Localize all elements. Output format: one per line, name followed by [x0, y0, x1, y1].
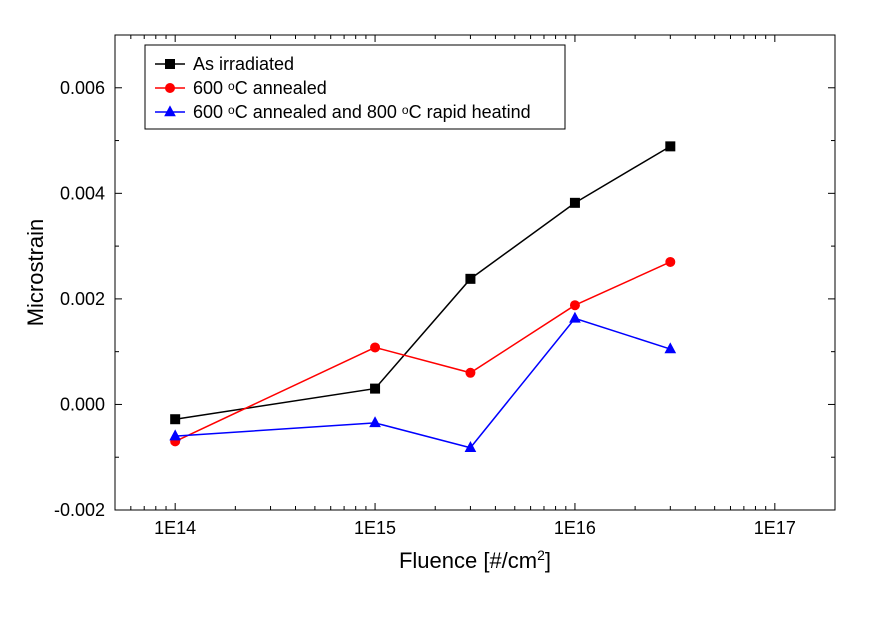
legend-label-annealed_rapid: 600 oC annealed and 800 oC rapid heatind [193, 102, 531, 122]
x-tick-label: 1E15 [354, 518, 396, 538]
legend-label-as_irradiated: As irradiated [193, 54, 294, 74]
x-tick-label: 1E14 [154, 518, 196, 538]
y-tick-label: 0.006 [60, 78, 105, 98]
y-tick-label: -0.002 [54, 500, 105, 520]
y-tick-label: 0.000 [60, 394, 105, 414]
legend-label-annealed_600: 600 oC annealed [193, 78, 327, 98]
y-axis-title: Microstrain [23, 219, 48, 327]
legend: As irradiated 600 oC annealed 600 oC annea… [145, 45, 565, 129]
y-tick-label: 0.002 [60, 289, 105, 309]
y-tick-label: 0.004 [60, 183, 105, 203]
x-tick-label: 1E17 [754, 518, 796, 538]
x-tick-label: 1E16 [554, 518, 596, 538]
microstrain-chart: 1E14 1E15 1E16 1E17 -0.002 0.000 0.002 0.004 0.0… [0, 0, 887, 626]
x-axis-title: Fluence [#/cm2] [399, 547, 551, 573]
